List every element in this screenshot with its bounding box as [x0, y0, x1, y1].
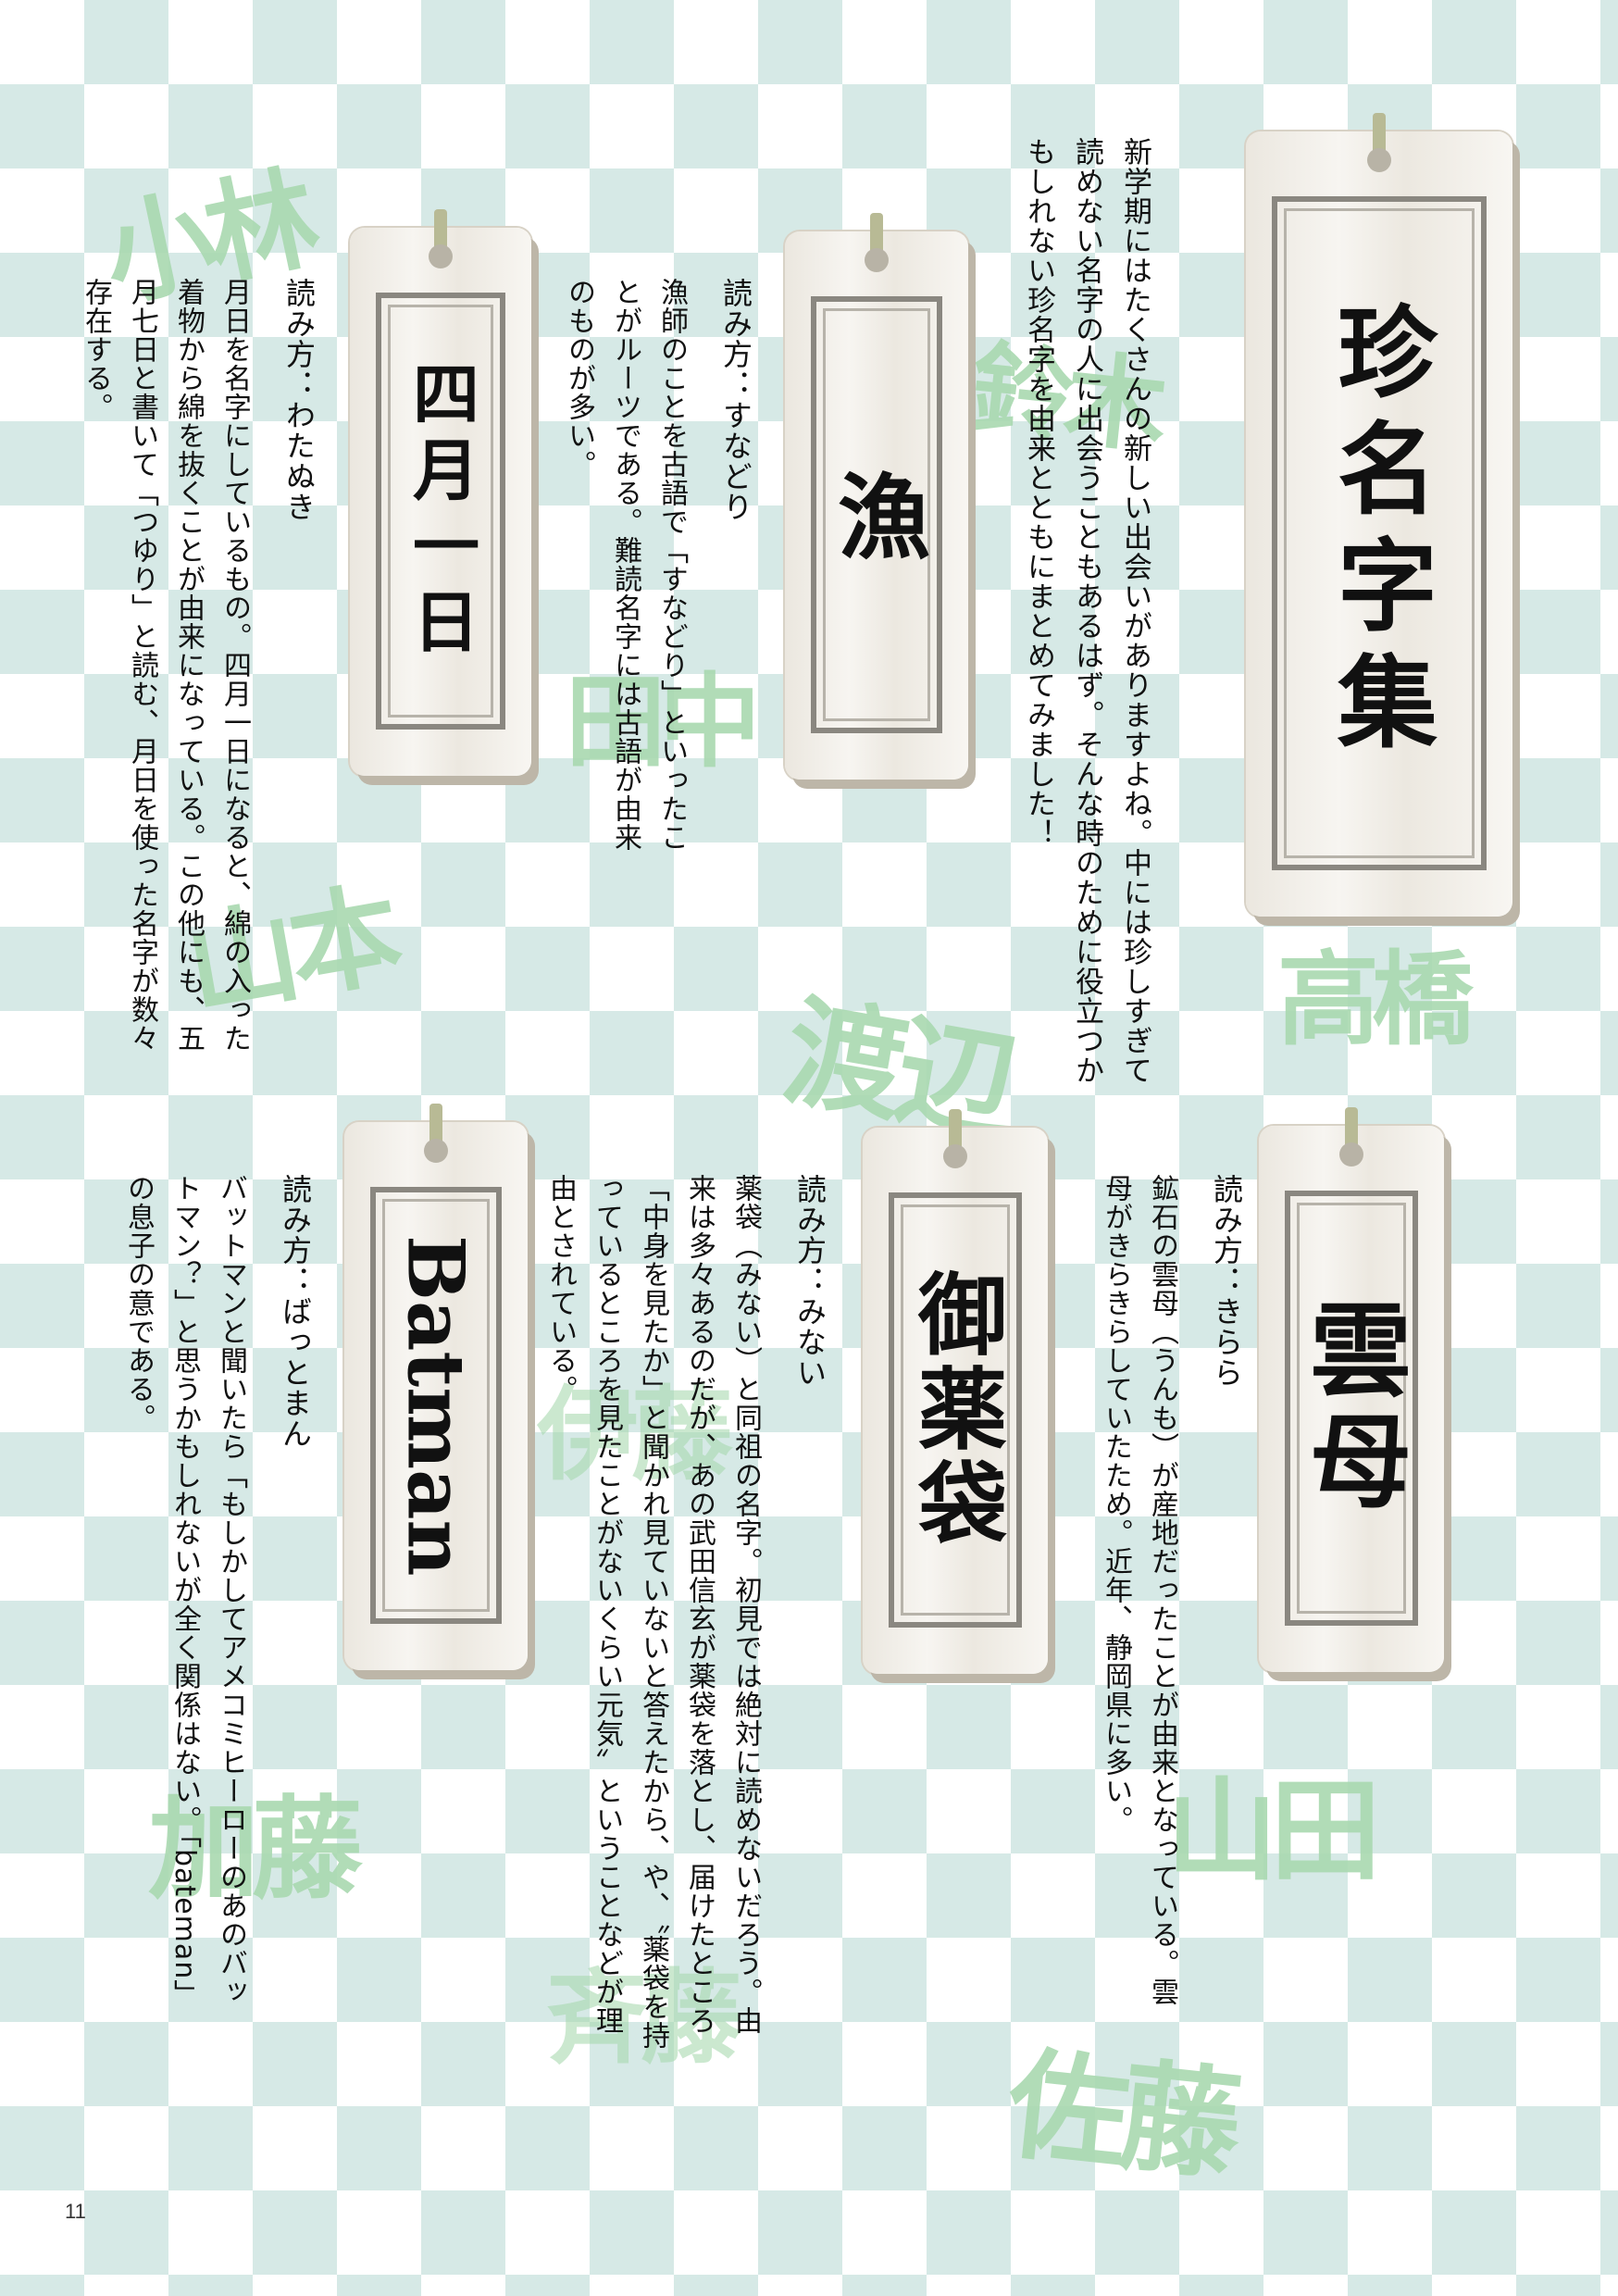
entry-text-kirara: 読み方：きらら 鉱石の雲母（うんも）が産地だったことが由来となっている。雲母がき… — [1092, 1174, 1250, 2026]
surname-title: 御薬袋 — [902, 1268, 1008, 1552]
plaque-frame — [1285, 1191, 1418, 1626]
reading-label: 読み方：みない — [792, 1174, 828, 1388]
hanger-hole — [1339, 1142, 1363, 1167]
hanger-hole — [1367, 148, 1391, 172]
bg-name-sato: 佐藤 — [1001, 2033, 1241, 2198]
reading-label: 読み方：ばっとまん — [278, 1174, 313, 1449]
page-number: 11 — [65, 2200, 86, 2223]
entry-description: 薬袋（みない）と同祖の名字。初見では絶対に読めないだろう。由来は多々あるのだが、… — [544, 1174, 762, 2050]
title-plaque: 珍名字集 — [1246, 113, 1512, 917]
surname-title: 漁 — [821, 468, 931, 561]
entry-description: 月日を名字にしているもの。四月一日になると、綿の入った着物から綿を抜くことが由来… — [80, 278, 251, 1053]
hanger-hole — [424, 1139, 448, 1163]
bg-name-saito: 斉藤 — [546, 1959, 742, 2078]
reading-label: 読み方：すなどり — [718, 278, 753, 522]
bg-name-ito: 伊藤 — [537, 1376, 733, 1494]
hanger-hole — [429, 244, 453, 268]
plaque-frame — [889, 1192, 1022, 1628]
surname-title: 雲母 — [1292, 1297, 1412, 1519]
intro-text: 新学期にはたくさんの新しい出会いがありますよね。中には珍しすぎて読めない名字の人… — [1014, 137, 1159, 1091]
name-plaque-watanuki: 四月一日 — [350, 209, 531, 776]
plaque-frame — [811, 296, 942, 733]
entry-description: 鉱石の雲母（うんも）が産地だったことが由来となっている。雲母がきらきらしていたた… — [1100, 1174, 1178, 2006]
intro-paragraph: 新学期にはたくさんの新しい出会いがありますよね。中には珍しすぎて読めない名字の人… — [1022, 137, 1151, 1085]
reading-label: 読み方：わたぬき — [281, 278, 317, 522]
bg-name-tanaka: 田中 — [565, 663, 761, 781]
plaque-frame — [370, 1187, 502, 1624]
hanger-hole — [943, 1144, 967, 1168]
plaque-frame — [1272, 196, 1487, 870]
page-title: 珍名字集 — [1321, 300, 1438, 767]
entry-text-sunadori: 読み方：すなどり 漁師のことを古語で「すなどり」といったことがルーツである。難読… — [555, 278, 759, 852]
name-plaque-kirara: 雲母 — [1259, 1107, 1444, 1672]
surname-title: 四月一日 — [401, 359, 480, 663]
bg-name-takahashi: 高橋 — [1277, 941, 1474, 1059]
bg-name-kato: 加藤 — [148, 1786, 363, 1915]
entry-text-minai: 読み方：みない 薬袋（みない）と同祖の名字。初見では絶対に読めないだろう。由来は… — [537, 1174, 833, 2053]
name-plaque-minai: 御薬袋 — [863, 1109, 1048, 1674]
entry-description: 漁師のことを古語で「すなどり」といったことがルーツである。難読名字には古語が由来… — [563, 278, 688, 852]
surname-title: Batman — [390, 1234, 482, 1577]
entry-description: バットマンと聞いたら「もしかしてアメコミヒーローのあのバットマン？」と思うかもし… — [122, 1174, 247, 2006]
plaque-frame — [376, 293, 505, 730]
entry-text-batman: 読み方：ばっとまん バットマンと聞いたら「もしかしてアメコミヒーローのあのバット… — [115, 1174, 318, 2007]
hanger-hole — [865, 248, 889, 272]
bg-name-yamada: 山田 — [1166, 1767, 1381, 1896]
entry-text-watanuki: 読み方：わたぬき 月日を名字にしているもの。四月一日になると、綿の入った着物から… — [72, 278, 322, 1074]
name-plaque-batman: Batman — [344, 1104, 528, 1670]
reading-label: 読み方：きらら — [1209, 1174, 1244, 1388]
name-plaque-sunadori: 漁 — [785, 213, 968, 780]
